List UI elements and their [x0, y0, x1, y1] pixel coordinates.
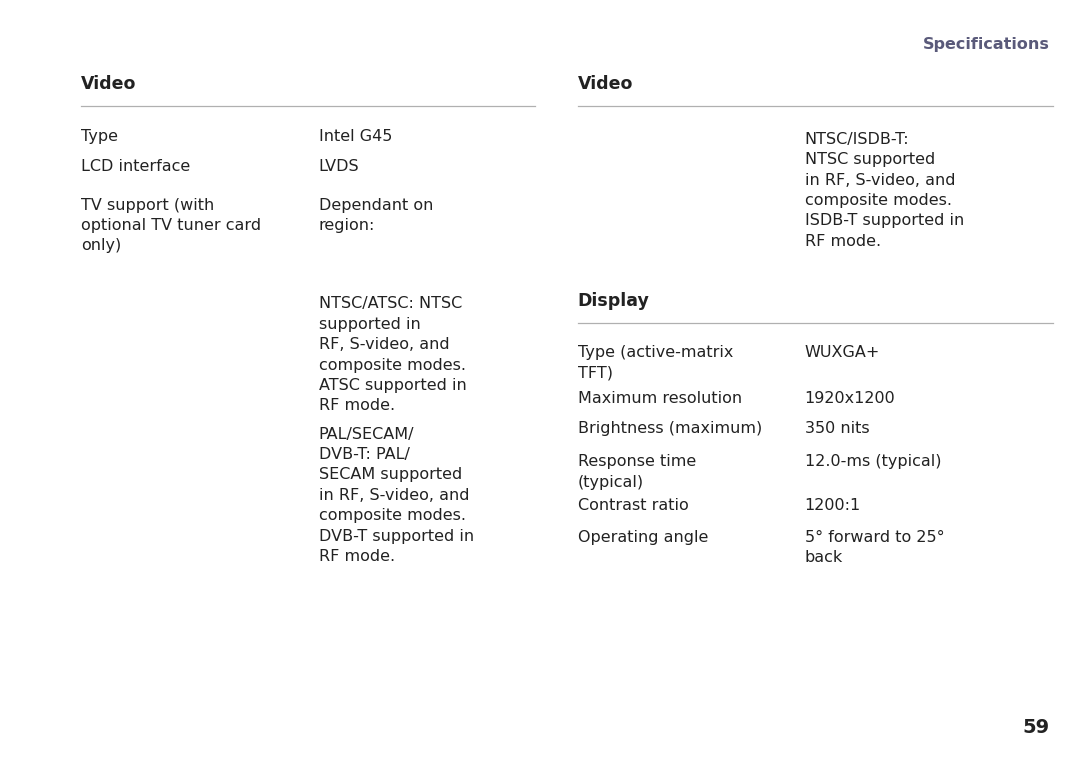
- Text: Type (active-matrix
TFT): Type (active-matrix TFT): [578, 345, 733, 381]
- Text: NTSC/ISDB-T:
NTSC supported
in RF, S-video, and
composite modes.
ISDB-T supporte: NTSC/ISDB-T: NTSC supported in RF, S-vid…: [805, 132, 963, 249]
- Text: Type: Type: [81, 129, 118, 144]
- Text: 1920x1200: 1920x1200: [805, 391, 895, 406]
- Text: LVDS: LVDS: [319, 159, 360, 174]
- Text: LCD interface: LCD interface: [81, 159, 190, 174]
- Text: TV support (with
optional TV tuner card
only): TV support (with optional TV tuner card …: [81, 198, 261, 254]
- Text: Video: Video: [81, 76, 136, 93]
- Text: 1200:1: 1200:1: [805, 498, 861, 513]
- Text: Maximum resolution: Maximum resolution: [578, 391, 742, 406]
- Text: PAL/SECAM/
DVB-T: PAL/
SECAM supported
in RF, S-video, and
composite modes.
DVB-: PAL/SECAM/ DVB-T: PAL/ SECAM supported i…: [319, 427, 474, 564]
- Text: Brightness (maximum): Brightness (maximum): [578, 421, 762, 437]
- Text: 5° forward to 25°
back: 5° forward to 25° back: [805, 530, 944, 565]
- Text: 12.0-ms (typical): 12.0-ms (typical): [805, 454, 941, 470]
- Text: WUXGA+: WUXGA+: [805, 345, 880, 361]
- Text: NTSC/ATSC: NTSC
supported in
RF, S-video, and
composite modes.
ATSC supported in: NTSC/ATSC: NTSC supported in RF, S-video…: [319, 296, 467, 414]
- Text: Specifications: Specifications: [923, 37, 1050, 52]
- Text: 350 nits: 350 nits: [805, 421, 869, 437]
- Text: Operating angle: Operating angle: [578, 530, 708, 545]
- Text: 59: 59: [1023, 718, 1050, 737]
- Text: Contrast ratio: Contrast ratio: [578, 498, 689, 513]
- Text: Dependant on
region:: Dependant on region:: [319, 198, 433, 233]
- Text: Intel G45: Intel G45: [319, 129, 392, 144]
- Text: Display: Display: [578, 293, 650, 310]
- Text: Video: Video: [578, 76, 633, 93]
- Text: Response time
(typical): Response time (typical): [578, 454, 696, 489]
